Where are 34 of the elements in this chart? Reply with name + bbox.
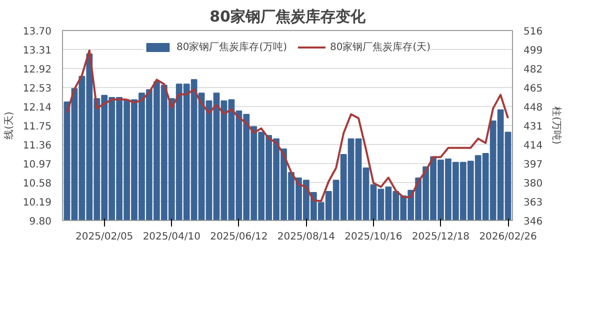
y-tick-label: 11.75 bbox=[22, 122, 52, 132]
y-tick-label: 12.92 bbox=[22, 64, 52, 76]
y2-tick-label: 431 bbox=[524, 122, 543, 132]
legend-label: 80家钢厂焦炭库存(万吨) bbox=[176, 40, 287, 54]
y-axis-title: 线(天) bbox=[2, 112, 15, 140]
y2-tick-label: 380 bbox=[524, 178, 543, 190]
y-tick-label: 12.53 bbox=[22, 84, 52, 94]
y-tick-label: 13.70 bbox=[22, 26, 52, 38]
y-tick-label: 11.36 bbox=[22, 140, 52, 152]
y2-tick-label: 482 bbox=[524, 64, 543, 76]
y2-axis-title: 柱(万吨) bbox=[550, 106, 563, 144]
y2-tick-label: 499 bbox=[524, 46, 543, 56]
chart-title: 80家钢厂焦炭库存变化 bbox=[210, 8, 366, 26]
y2-tick-label: 363 bbox=[524, 198, 543, 208]
y-tick-label: 13.31 bbox=[22, 46, 52, 56]
x-tick-label: 2026/02/26 bbox=[479, 232, 537, 242]
x-tick-label: 2025/12/18 bbox=[412, 232, 470, 242]
y2-tick-label: 465 bbox=[524, 84, 543, 94]
x-tick-label: 2025/02/05 bbox=[76, 232, 134, 242]
y-tick-label: 10.97 bbox=[22, 160, 52, 170]
y2-tick-label: 346 bbox=[524, 216, 543, 228]
x-tick-label: 2025/08/14 bbox=[277, 232, 336, 242]
legend-label: 80家钢厂焦炭库存(天) bbox=[330, 40, 431, 54]
x-tick-label: 2025/04/10 bbox=[142, 232, 200, 242]
y-tick-label: 10.58 bbox=[22, 178, 52, 190]
y2-tick-label: 448 bbox=[524, 102, 543, 114]
y-tick-label: 10.19 bbox=[22, 198, 52, 208]
x-tick-label: 2025/10/16 bbox=[344, 232, 402, 242]
y-tick-label: 9.80 bbox=[29, 216, 52, 228]
y2-tick-label: 414 bbox=[524, 140, 543, 152]
y-tick-label: 12.14 bbox=[22, 102, 52, 114]
y2-tick-label: 516 bbox=[524, 26, 543, 38]
x-tick-label: 2025/06/12 bbox=[210, 232, 268, 242]
y2-tick-label: 397 bbox=[524, 160, 543, 170]
